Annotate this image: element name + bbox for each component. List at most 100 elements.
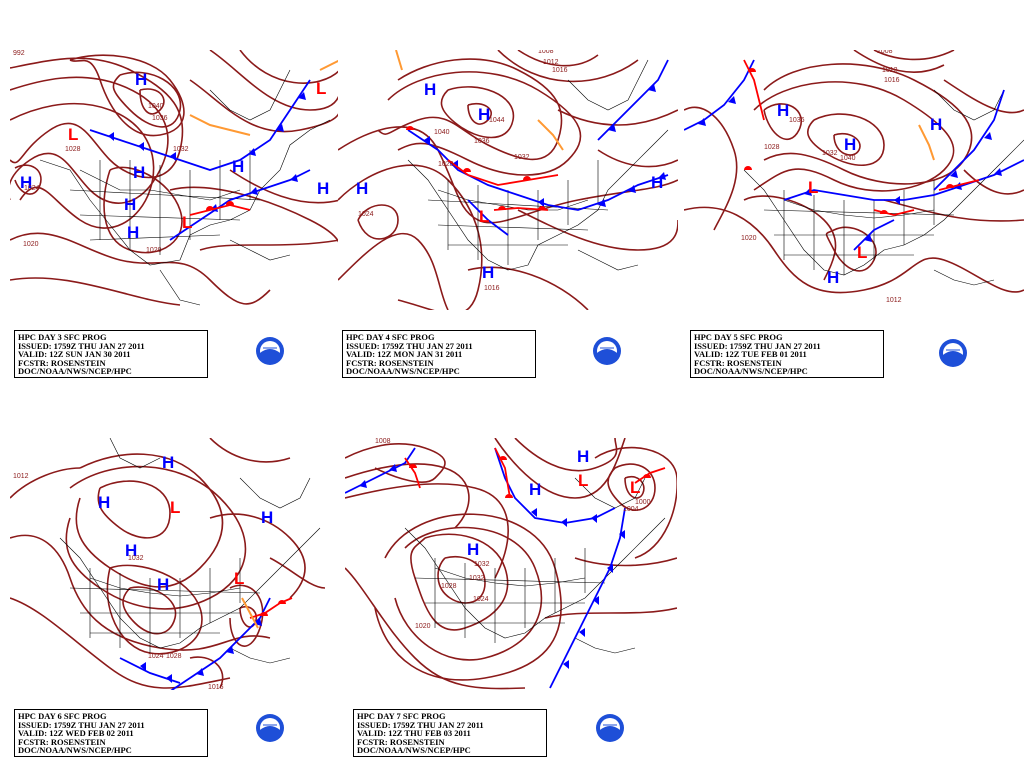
- issued-time: ISSUED: 1759Z THU JAN 27 2011: [18, 340, 145, 351]
- valid-time: VALID: 12Z TUE FEB 01 2011: [694, 349, 807, 360]
- surface-map-day3: H H H H H H H L L L 992 1024 1028 1040 1…: [10, 50, 340, 310]
- svg-text:1040: 1040: [434, 129, 450, 136]
- low-center: L: [68, 125, 78, 144]
- isobars: [10, 438, 325, 689]
- svg-text:1012: 1012: [13, 473, 29, 480]
- svg-text:1040: 1040: [840, 155, 856, 162]
- svg-text:1032: 1032: [469, 575, 485, 582]
- svg-text:1028: 1028: [438, 161, 454, 168]
- isobars: [338, 50, 678, 310]
- forecaster: FCSTR: ROSENSTEIN: [357, 736, 445, 747]
- high-center: H: [844, 135, 856, 154]
- svg-text:1020: 1020: [23, 241, 39, 248]
- svg-text:1024: 1024: [358, 211, 374, 218]
- svg-text:1004: 1004: [623, 506, 639, 513]
- low-center: L: [630, 478, 640, 497]
- pressure-centers: H H H H H L L: [98, 453, 273, 594]
- forecast-caption-day3: HPC DAY 3 SFC PROG ISSUED: 1759Z THU JAN…: [14, 330, 208, 378]
- svg-text:1016: 1016: [884, 77, 900, 84]
- svg-text:1012: 1012: [543, 59, 559, 66]
- high-center: H: [157, 575, 169, 594]
- valid-time: VALID: 12Z THU FEB 03 2011: [357, 728, 471, 739]
- issued-time: ISSUED: 1759Z THU JAN 27 2011: [357, 719, 484, 730]
- cold-front: [119, 597, 271, 690]
- svg-text:1016: 1016: [552, 67, 568, 74]
- svg-text:1036: 1036: [152, 115, 168, 122]
- source-agency: DOC/NOAA/NWS/NCEP/HPC: [346, 366, 460, 377]
- svg-text:1020: 1020: [415, 623, 431, 630]
- high-center: H: [651, 173, 663, 192]
- svg-text:1032: 1032: [474, 561, 490, 568]
- high-center: H: [467, 540, 479, 559]
- noaa-logo-icon: [939, 339, 967, 367]
- svg-text:1020: 1020: [146, 247, 162, 254]
- noaa-logo-icon: [596, 714, 624, 742]
- isobar-labels: 992 1024 1028 1040 1036 1032 1020 1020: [13, 50, 189, 254]
- forecast-caption-day5: HPC DAY 5 SFC PROG ISSUED: 1759Z THU JAN…: [690, 330, 884, 378]
- isobar-labels: 1008 1000 1032 1032 1028 1024 1020 1004: [375, 438, 651, 630]
- panel-day3: H H H H H H H L L L 992 1024 1028 1040 1…: [0, 0, 340, 385]
- svg-text:1024: 1024: [148, 653, 164, 660]
- high-center: H: [777, 101, 789, 120]
- warm-front: [249, 597, 293, 619]
- source-agency: DOC/NOAA/NWS/NCEP/HPC: [18, 366, 132, 377]
- cold-front: [345, 447, 626, 689]
- trough: [395, 50, 564, 151]
- issued-time: ISSUED: 1759Z THU JAN 27 2011: [694, 340, 821, 351]
- svg-text:1036: 1036: [474, 138, 490, 145]
- isobar-labels: 1012 1032 1024 1028 1016: [13, 473, 224, 690]
- low-center: L: [479, 207, 489, 226]
- svg-text:1032: 1032: [514, 154, 530, 161]
- high-center: H: [124, 195, 136, 214]
- high-center: H: [135, 70, 147, 89]
- svg-text:1032: 1032: [173, 146, 189, 153]
- high-center: H: [529, 480, 541, 499]
- noaa-logo-icon: [593, 337, 621, 365]
- forecast-caption-day4: HPC DAY 4 SFC PROG ISSUED: 1759Z THU JAN…: [342, 330, 536, 378]
- valid-time: VALID: 12Z WED FEB 02 2011: [18, 728, 134, 739]
- surface-map-day5: H H H H L L 1008 1012 1016 1036 1028 103…: [684, 50, 1024, 310]
- high-center: H: [478, 105, 490, 124]
- high-center: H: [930, 115, 942, 134]
- high-center: H: [127, 223, 139, 242]
- high-center: H: [424, 80, 436, 99]
- low-center: L: [170, 498, 180, 517]
- svg-text:1040: 1040: [148, 103, 164, 110]
- svg-text:1016: 1016: [484, 285, 500, 292]
- low-center: L: [808, 178, 818, 197]
- forecast-title: HPC DAY 6 SFC PROG: [18, 711, 107, 721]
- high-center: H: [577, 447, 589, 466]
- low-center: L: [316, 79, 326, 98]
- pressure-centers: H H H H H H H L L L: [20, 70, 329, 242]
- high-center: H: [317, 179, 329, 198]
- isobar-labels: 1008 1012 1016 1036 1028 1032 1040 1020 …: [741, 50, 902, 304]
- forecaster: FCSTR: ROSENSTEIN: [694, 357, 782, 368]
- forecast-caption-day6: HPC DAY 6 SFC PROG ISSUED: 1759Z THU JAN…: [14, 709, 208, 757]
- issued-time: ISSUED: 1759Z THU JAN 27 2011: [346, 340, 473, 351]
- trough: [241, 597, 259, 629]
- high-center: H: [827, 268, 839, 287]
- svg-text:992: 992: [13, 50, 25, 57]
- warm-front: [406, 126, 559, 211]
- svg-text:1024: 1024: [473, 596, 489, 603]
- high-center: H: [232, 157, 244, 176]
- high-center: H: [356, 179, 368, 198]
- svg-text:1028: 1028: [166, 653, 182, 660]
- low-center: L: [857, 243, 867, 262]
- svg-text:1024: 1024: [24, 185, 40, 192]
- noaa-logo-icon: [256, 714, 284, 742]
- panel-day4: H H H H H L 1008 1012 1016 1044 1040 103…: [338, 0, 680, 385]
- svg-text:1036: 1036: [789, 117, 805, 124]
- svg-text:1008: 1008: [538, 50, 554, 55]
- coastlines: [39, 69, 331, 306]
- forecast-title: HPC DAY 3 SFC PROG: [18, 332, 107, 342]
- trough: [918, 124, 935, 161]
- isobar-labels: 1008 1012 1016 1044 1040 1036 1032 1028 …: [358, 50, 568, 292]
- warm-front: [404, 447, 666, 499]
- valid-time: VALID: 12Z MON JAN 31 2011: [346, 349, 463, 360]
- trough: [189, 59, 340, 136]
- noaa-logo-icon: [256, 337, 284, 365]
- svg-text:1028: 1028: [764, 144, 780, 151]
- forecast-title: HPC DAY 5 SFC PROG: [694, 332, 783, 342]
- warm-front: [189, 201, 251, 216]
